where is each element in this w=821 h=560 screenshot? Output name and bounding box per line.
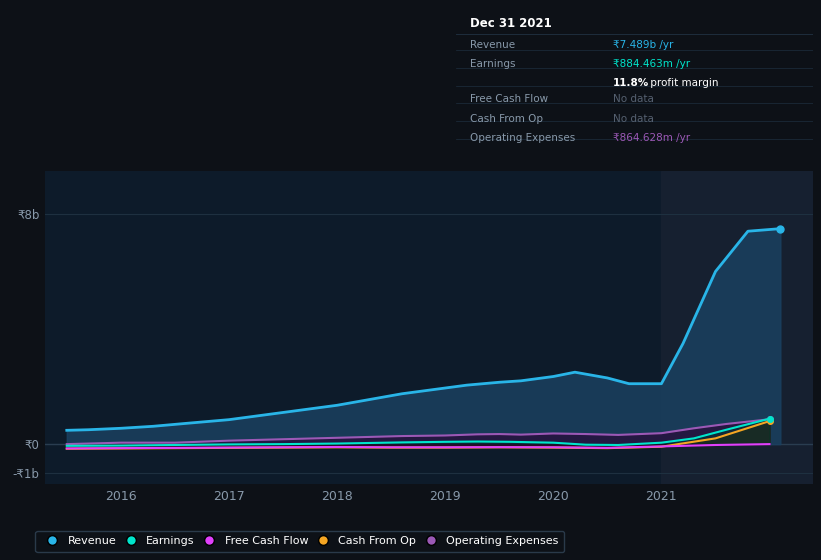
Text: Free Cash Flow: Free Cash Flow — [470, 95, 548, 105]
Text: No data: No data — [612, 95, 654, 105]
Text: ₹864.628m /yr: ₹864.628m /yr — [612, 133, 690, 143]
Text: Earnings: Earnings — [470, 59, 516, 69]
Text: ₹7.489b /yr: ₹7.489b /yr — [612, 40, 673, 50]
Text: Operating Expenses: Operating Expenses — [470, 133, 576, 143]
Text: Cash From Op: Cash From Op — [470, 114, 543, 124]
Text: profit margin: profit margin — [647, 78, 718, 88]
Text: ₹884.463m /yr: ₹884.463m /yr — [612, 59, 690, 69]
Bar — [662, 171, 813, 484]
Legend: Revenue, Earnings, Free Cash Flow, Cash From Op, Operating Expenses: Revenue, Earnings, Free Cash Flow, Cash … — [35, 531, 564, 552]
Text: No data: No data — [612, 114, 654, 124]
Text: Dec 31 2021: Dec 31 2021 — [470, 17, 552, 30]
Text: 11.8%: 11.8% — [612, 78, 649, 88]
Text: Revenue: Revenue — [470, 40, 515, 50]
